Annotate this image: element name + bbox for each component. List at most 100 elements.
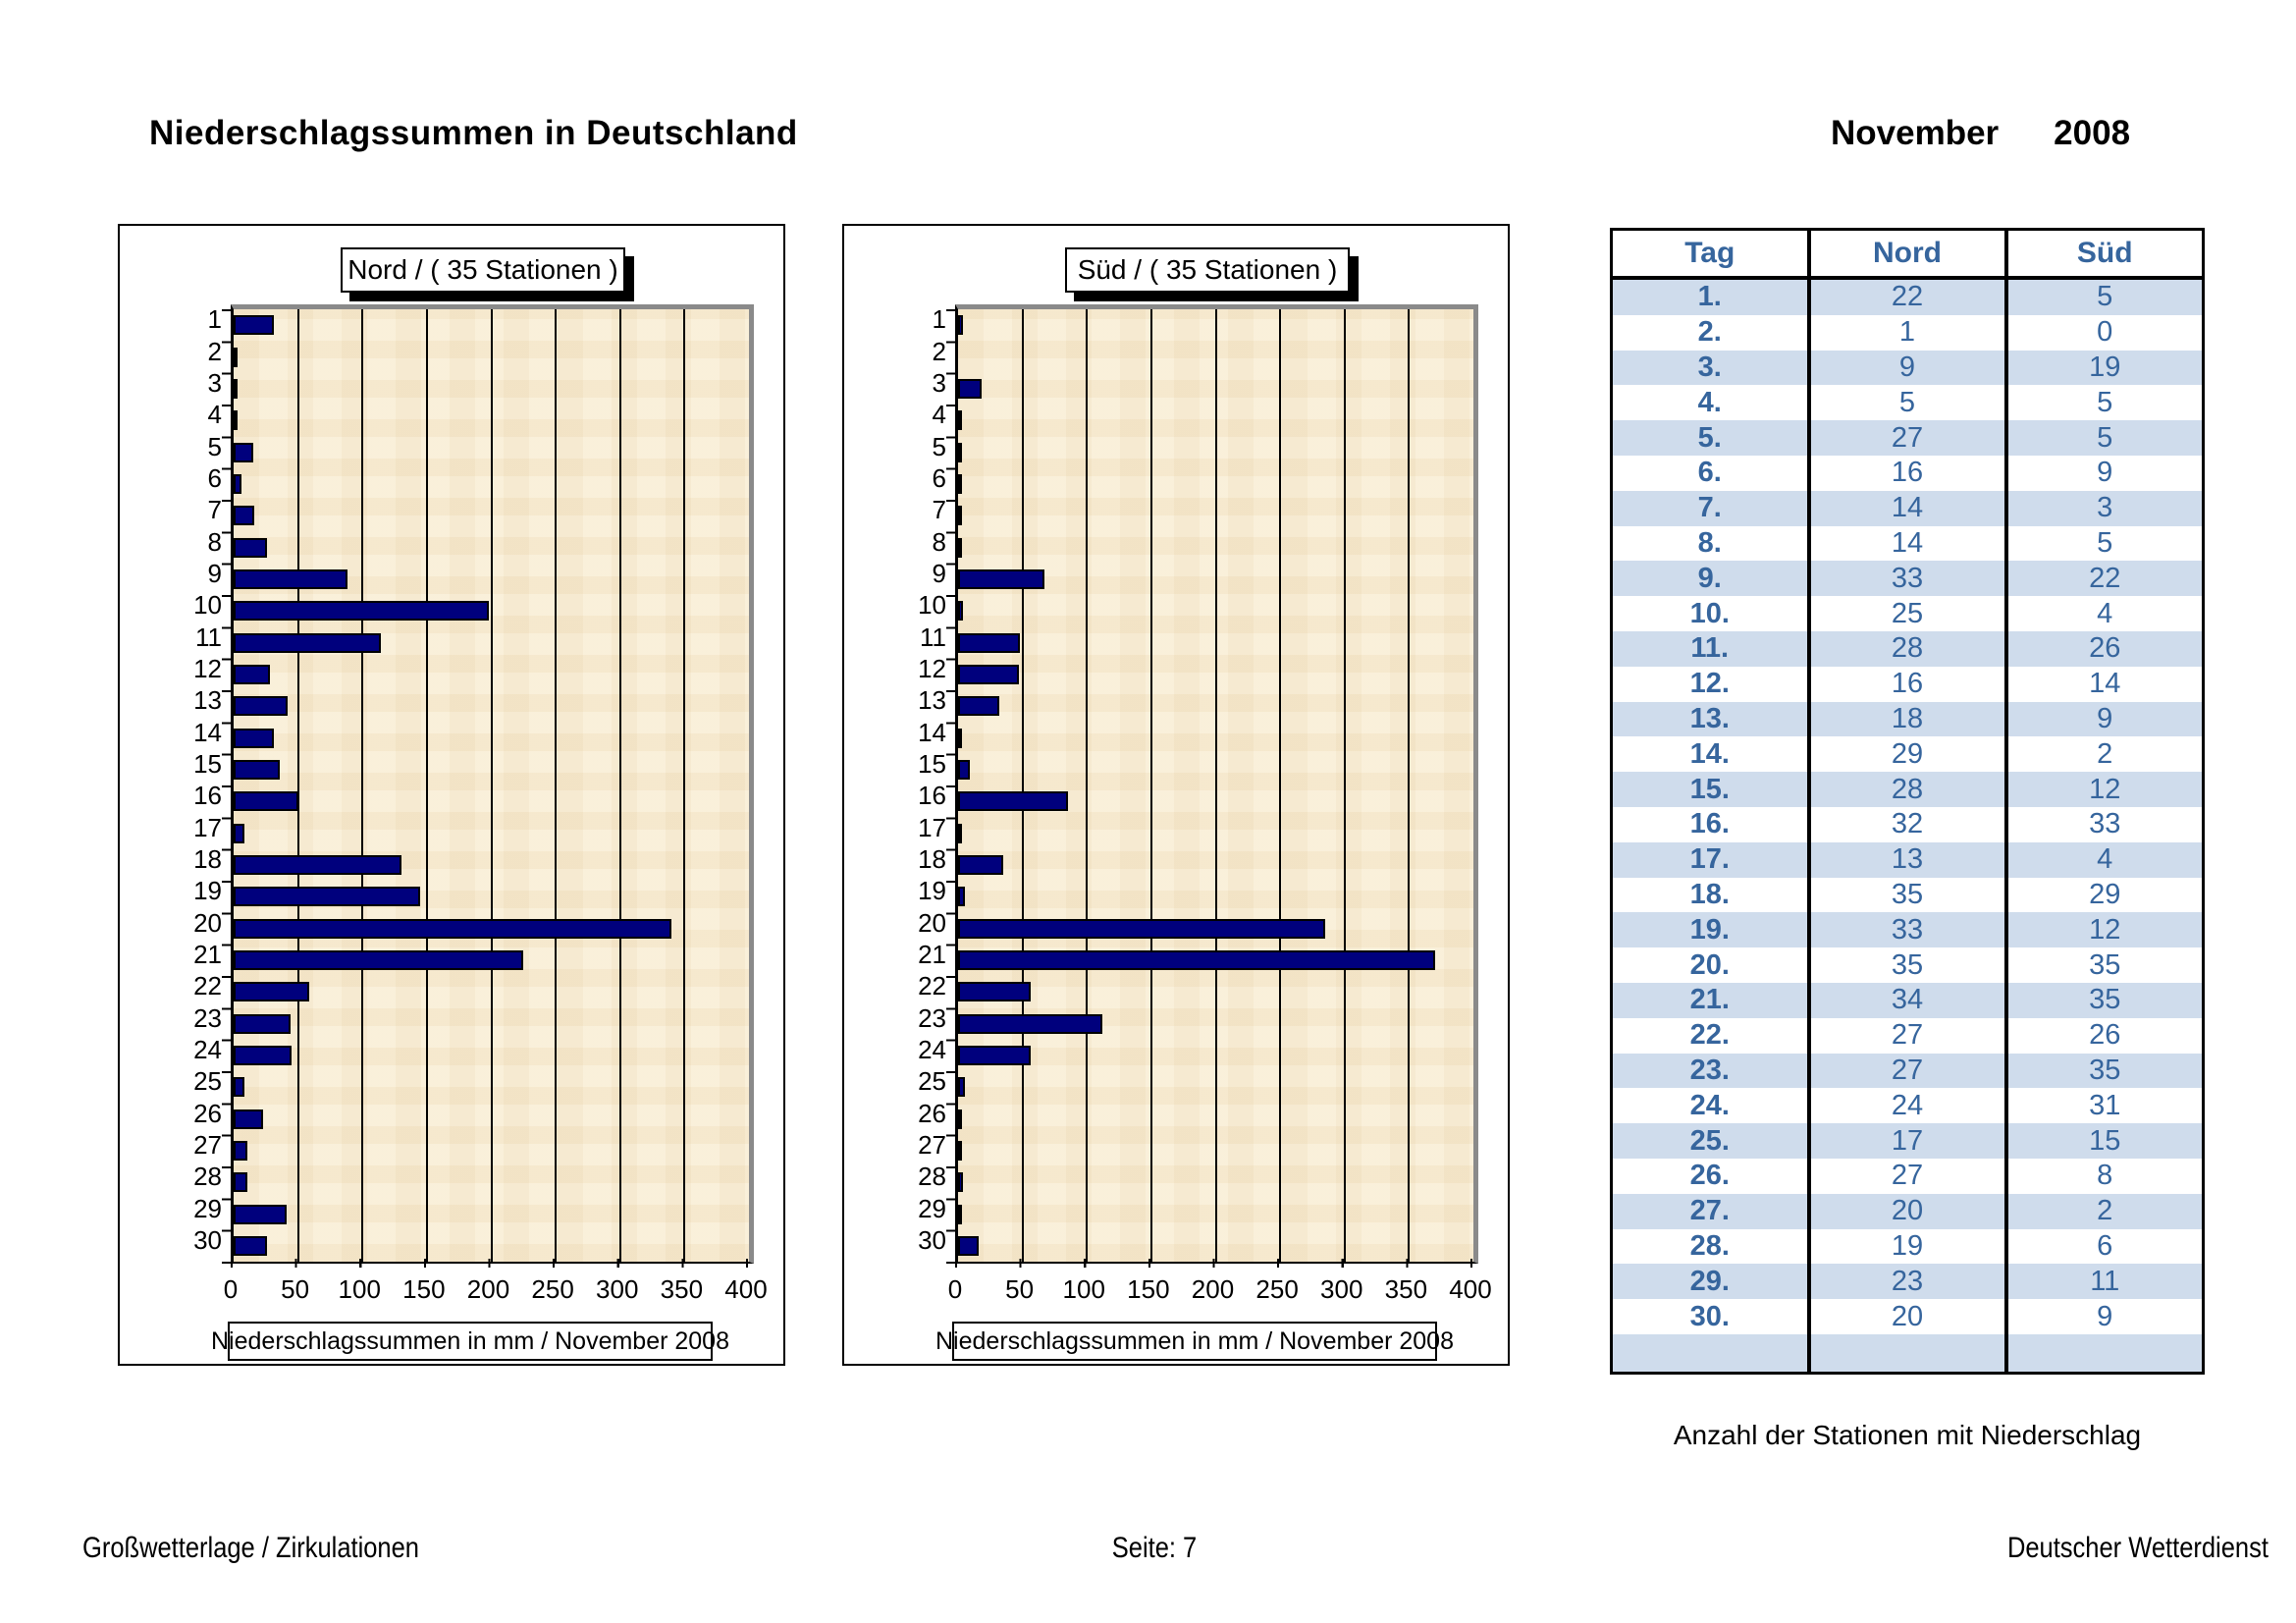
x-tick-label: 250 (1255, 1274, 1299, 1304)
bar-day-18 (234, 854, 401, 875)
bar-day-20 (958, 918, 1326, 939)
column-header-tag: Tag (1611, 229, 1811, 280)
y-axis-ticks (222, 309, 231, 1264)
cell-nord: 18 (1808, 701, 2008, 737)
bar-day-3 (234, 378, 238, 399)
gridline (425, 309, 428, 1262)
footer-document-name: Großwetterlage / Zirkulationen (82, 1532, 419, 1564)
cell-sued: 9 (2097, 1300, 2113, 1332)
bar-day-27 (234, 1140, 248, 1161)
cell-tag: 8. (1611, 525, 1811, 562)
bar-day-1 (958, 315, 964, 336)
category-label: 6 (932, 462, 946, 493)
table-row: 8. 14 5 (1611, 525, 2204, 562)
category-label: 19 (918, 876, 946, 906)
category-label: 26 (193, 1098, 222, 1128)
category-label: 21 (193, 939, 222, 969)
category-label: 15 (193, 748, 222, 779)
category-label: 23 (918, 1002, 946, 1033)
bar-day-12 (958, 664, 1019, 684)
category-label: 20 (918, 907, 946, 938)
cell-sued: 26 (2089, 632, 2121, 665)
cell-nord: 16 (1808, 455, 2008, 491)
category-label: 13 (918, 685, 946, 716)
chart-title-nord: Nord / ( 35 Stationen ) (341, 247, 625, 293)
cell-nord: 22 (1808, 278, 2008, 315)
cell-tag: 26. (1611, 1158, 1811, 1194)
table-row: 27. 20 2 (1611, 1193, 2204, 1229)
cell-tag: 23. (1611, 1053, 1811, 1089)
category-label: 27 (918, 1129, 946, 1160)
bar-day-11 (234, 632, 381, 653)
cell-nord: 1 (1808, 314, 2008, 351)
table-header-row: Tag Nord Süd (1611, 229, 2204, 280)
table-row: 29. 23 11 (1611, 1264, 2204, 1300)
x-tick-label: 100 (338, 1274, 381, 1304)
bar-day-7 (958, 506, 962, 526)
category-label: 27 (193, 1129, 222, 1160)
bar-day-16 (958, 791, 1068, 812)
category-label: 28 (918, 1162, 946, 1192)
cell-tag: 15. (1611, 772, 1811, 807)
x-tick-label: 100 (1062, 1274, 1105, 1304)
cell-tag: 3. (1611, 350, 1811, 386)
bar-day-29 (958, 1204, 962, 1224)
bar-day-4 (234, 410, 238, 431)
bar-day-11 (958, 632, 1020, 653)
gridline (555, 309, 558, 1262)
bar-day-30 (234, 1235, 268, 1256)
gridline (1086, 309, 1089, 1262)
bar-day-7 (234, 506, 254, 526)
cell-nord: 32 (1808, 806, 2008, 842)
y-axis-ticks (946, 309, 955, 1264)
category-label: 7 (932, 495, 946, 525)
chart-title-sued: Süd / ( 35 Stationen ) (1065, 247, 1350, 293)
bar-day-20 (234, 918, 672, 939)
cell-sued: 2 (2097, 1195, 2113, 1227)
cell-tag: 14. (1611, 736, 1811, 773)
category-label: 14 (193, 717, 222, 747)
cell-sued: 9 (2097, 702, 2113, 734)
cell-nord: 27 (1808, 1158, 2008, 1194)
category-label: 1 (932, 304, 946, 335)
column-header-sued: Süd (2005, 229, 2204, 280)
category-label: 1 (207, 304, 222, 335)
category-label: 18 (918, 843, 946, 874)
category-label: 19 (193, 876, 222, 906)
table-empty-row (1611, 1333, 2204, 1374)
x-tick-label: 150 (402, 1274, 446, 1304)
gridline (1214, 309, 1217, 1262)
cell-tag: 16. (1611, 806, 1811, 842)
page-date: November 2008 (1831, 114, 2130, 153)
table-row: 12. 16 14 (1611, 666, 2204, 702)
cell-tag: 2. (1611, 314, 1811, 351)
category-label: 22 (918, 971, 946, 1001)
bar-day-22 (234, 982, 310, 1002)
cell-tag: 18. (1611, 877, 1811, 913)
category-label: 11 (195, 622, 222, 652)
cell-tag: 5. (1611, 420, 1811, 456)
x-tick-label: 350 (1384, 1274, 1428, 1304)
category-label: 30 (918, 1224, 946, 1255)
cell-sued: 5 (2097, 386, 2113, 418)
cell-sued: 14 (2089, 668, 2121, 700)
category-label: 4 (207, 400, 222, 430)
bar-day-6 (958, 473, 962, 494)
bar-day-25 (958, 1077, 965, 1098)
table-row: 25. 17 15 (1611, 1123, 2204, 1159)
category-label: 5 (932, 431, 946, 461)
cell-nord: 27 (1808, 1053, 2008, 1089)
cell-sued: 26 (2089, 1019, 2121, 1052)
table-caption: Anzahl der Stationen mit Niederschlag (1673, 1420, 2142, 1450)
bar-day-10 (234, 601, 489, 622)
bar-day-8 (234, 537, 268, 558)
table-row: 19. 33 12 (1611, 912, 2204, 948)
bar-day-13 (234, 696, 289, 717)
cell-nord: 29 (1808, 736, 2008, 773)
category-label: 3 (207, 367, 222, 398)
chart-panel-nord: Nord / ( 35 Stationen ) 1 2 3 4 5 6 7 8 9 10 11 12 1… (118, 224, 785, 1366)
gridline (361, 309, 364, 1262)
bar-day-15 (234, 759, 281, 780)
cell-tag: 24. (1611, 1088, 1811, 1124)
